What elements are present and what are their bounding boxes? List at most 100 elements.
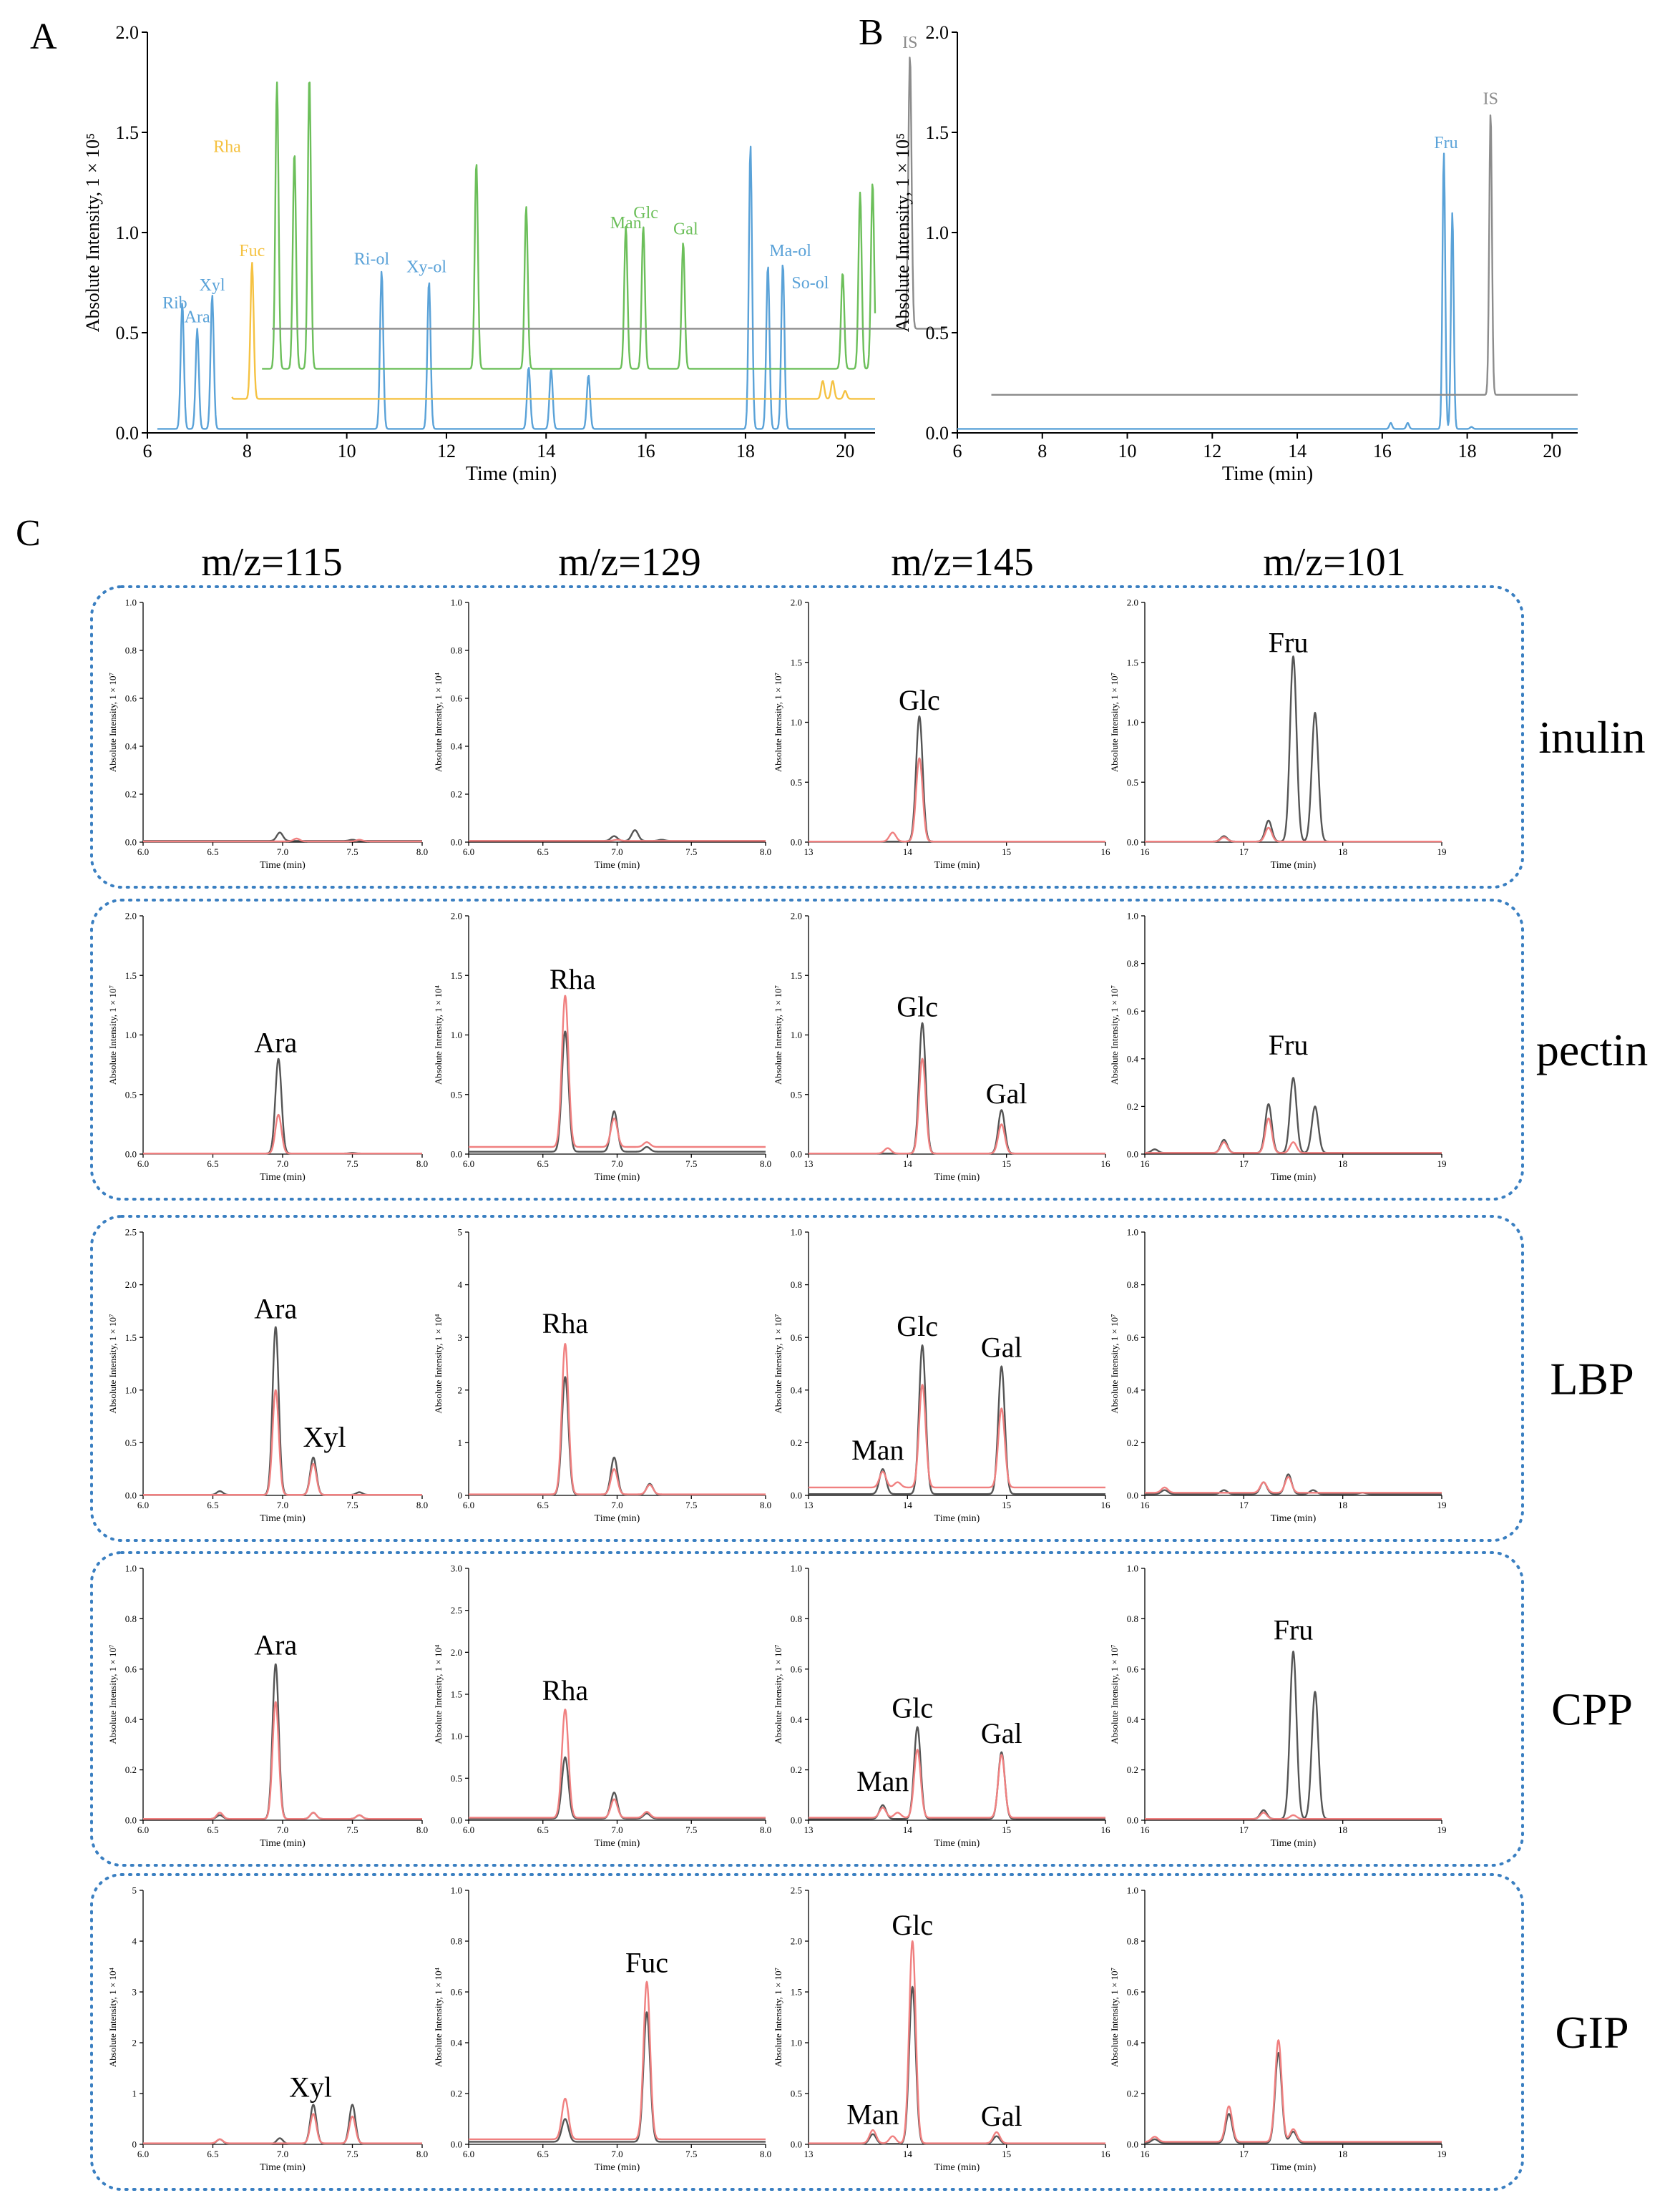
y-tick-label: 1 (132, 2089, 137, 2099)
peak-label: So-ol (791, 274, 829, 293)
y-tick-label: 0.4 (1127, 2038, 1139, 2048)
x-tick-label: 18 (1338, 1158, 1347, 1169)
y-tick-label: 0.4 (1127, 1384, 1139, 1395)
peak-label: IS (1483, 89, 1498, 108)
y-tick-label: 0.5 (791, 2089, 802, 2099)
y-tick-label: 0.0 (1127, 837, 1138, 848)
x-tick-label: 17 (1239, 1158, 1249, 1169)
subplot: 6.0 6.5 7.0 7.5 8.0 0.0 0.5 1.0 1.5 2.0 2.5 Time (m… (107, 1227, 428, 1524)
x-tick-label: 17 (1239, 2149, 1249, 2159)
x-tick-label: 6 (953, 441, 962, 461)
y-tick-label: 0.0 (125, 1149, 137, 1160)
y-axis-title: Absolute Intensity, 1 × 10⁷ (773, 1968, 783, 2067)
x-tick-label: 6 (143, 441, 152, 461)
y-tick-label: 1.5 (1127, 657, 1138, 668)
x-axis-title: Time (min) (466, 463, 557, 485)
x-tick-label: 6.0 (137, 2149, 149, 2159)
sample-frame (90, 1215, 1524, 1542)
y-tick-label: 0.4 (125, 1714, 137, 1725)
series-line-2 (231, 261, 876, 400)
x-axis-title: Time (min) (1271, 1838, 1317, 1849)
subplot: 16 17 18 19 0.0 0.2 0.4 0.6 0.8 1.0 Time (min) Abso… (1109, 911, 1447, 1183)
y-tick-label: 0.2 (125, 789, 137, 800)
subplot: 6.0 6.5 7.0 7.5 8.0 0.0 0.5 1.0 1.5 2.0 Time (min)… (107, 911, 428, 1183)
peak-label: Man (856, 1765, 909, 1797)
y-tick-label: 0.2 (1127, 2089, 1138, 2099)
y-tick-label: 0.8 (791, 1613, 802, 1624)
y-axis-title: Absolute Intensity, 1 × 10⁴ (107, 1967, 118, 2067)
y-axis-title: Absolute Intensity, 1 × 10⁷ (773, 1644, 783, 1744)
x-tick-label: 19 (1437, 1500, 1447, 1510)
series-line-1 (142, 831, 423, 842)
subplot: 6.0 6.5 7.0 7.5 8.0 0.0 0.2 0.4 0.6 0.8 1.0 Time (m… (107, 597, 428, 871)
x-tick-label: 6.0 (463, 846, 474, 857)
y-tick-label: 0.0 (1127, 1815, 1138, 1826)
subplot: 6.0 6.5 7.0 7.5 8.0 0.0 0.2 0.4 0.6 0.8 1.0 Time (m… (107, 1563, 428, 1849)
peak-label: Gal (981, 2100, 1022, 2132)
peak-label: Xyl (200, 276, 225, 295)
peak-label: Rha (542, 1307, 589, 1339)
peak-label: Fru (1269, 626, 1309, 658)
peak-label: Rha (213, 138, 241, 157)
peak-label: Ara (254, 1026, 297, 1058)
series-line-2 (808, 1749, 1106, 1819)
y-tick-label: 0.0 (451, 2139, 462, 2150)
y-tick-label: 0.6 (451, 1987, 463, 1998)
x-tick-label: 7.5 (685, 1500, 697, 1510)
series-line-1 (1144, 1473, 1442, 1495)
series-line-2 (808, 1384, 1106, 1489)
y-tick-label: 0.8 (1127, 1279, 1138, 1290)
y-tick-label: 0.2 (1127, 1437, 1138, 1448)
y-tick-label: 3 (132, 1987, 137, 1998)
peak-label: Gal (986, 1078, 1027, 1110)
y-axis-title: Absolute Intensity, 1 × 10⁷ (107, 1314, 118, 1413)
peak-label: Xy-ol (406, 258, 446, 277)
y-tick-label: 0 (458, 1490, 463, 1501)
y-tick-label: 0.4 (451, 741, 463, 752)
x-tick-label: 17 (1239, 1500, 1249, 1510)
y-tick-label: 2.0 (125, 1279, 137, 1290)
x-axis-title: Time (min) (1271, 860, 1317, 871)
y-tick-label: 0.0 (1127, 1149, 1138, 1160)
subplot: 13 14 15 16 0.0 0.5 1.0 1.5 2.0 Time (min) Absolut… (773, 597, 1110, 871)
peak-label: Glc (892, 1909, 933, 1941)
x-tick-label: 8.0 (760, 1500, 771, 1510)
y-tick-label: 0.4 (791, 1714, 803, 1725)
y-tick-label: 0.4 (1127, 1053, 1139, 1064)
y-tick-label: 0.4 (451, 2038, 463, 2048)
y-axis-title: Absolute Intensity, 1 × 10⁷ (1109, 1314, 1120, 1413)
y-tick-label: 0.0 (1127, 1490, 1138, 1501)
x-tick-label: 7.0 (611, 1158, 622, 1169)
x-tick-label: 6.5 (207, 1825, 218, 1835)
y-tick-label: 0.5 (451, 1773, 462, 1784)
sample-frame (90, 1551, 1524, 1867)
y-tick-label: 0.4 (125, 741, 137, 752)
subplot: 16 17 18 19 0.0 0.2 0.4 0.6 0.8 1.0 Time (min) Abso… (1109, 1227, 1447, 1524)
x-axis-title: Time (min) (934, 1513, 980, 1524)
x-tick-label: 8.0 (416, 1158, 428, 1169)
x-tick-label: 18 (1458, 441, 1477, 461)
x-axis-title: Time (min) (260, 1513, 306, 1524)
y-tick-label: 0.8 (451, 1936, 462, 1947)
series-line-1 (468, 1756, 766, 1819)
series-line-2 (1144, 826, 1442, 843)
x-tick-label: 20 (1543, 441, 1561, 461)
series-line-1 (808, 1344, 1106, 1495)
y-tick-label: 0.2 (125, 1764, 137, 1775)
x-tick-label: 8 (243, 441, 252, 461)
y-tick-label: 0.2 (1127, 1101, 1138, 1112)
x-axis-title: Time (min) (934, 2162, 980, 2173)
y-tick-label: 1.0 (451, 1030, 462, 1040)
x-tick-label: 15 (1002, 1825, 1011, 1835)
y-tick-label: 2 (458, 1384, 463, 1395)
y-tick-label: 0.0 (1127, 2139, 1138, 2150)
x-tick-label: 6.5 (537, 846, 549, 857)
x-tick-label: 7.0 (277, 2149, 288, 2159)
y-axis-title: Absolute Intensity, 1 × 10⁷ (107, 1644, 118, 1744)
y-tick-label: 2.0 (451, 1647, 462, 1658)
subplot: 6.0 6.5 7.0 7.5 8.0 0.0 0.5 1.0 1.5 2.0 Time (min)… (433, 911, 771, 1183)
y-axis-title: Absolute Intensity, 1 × 10⁴ (433, 672, 444, 772)
x-tick-label: 16 (1141, 846, 1151, 857)
x-axis-title: Time (min) (260, 1838, 306, 1849)
y-tick-label: 1.0 (791, 1563, 802, 1574)
